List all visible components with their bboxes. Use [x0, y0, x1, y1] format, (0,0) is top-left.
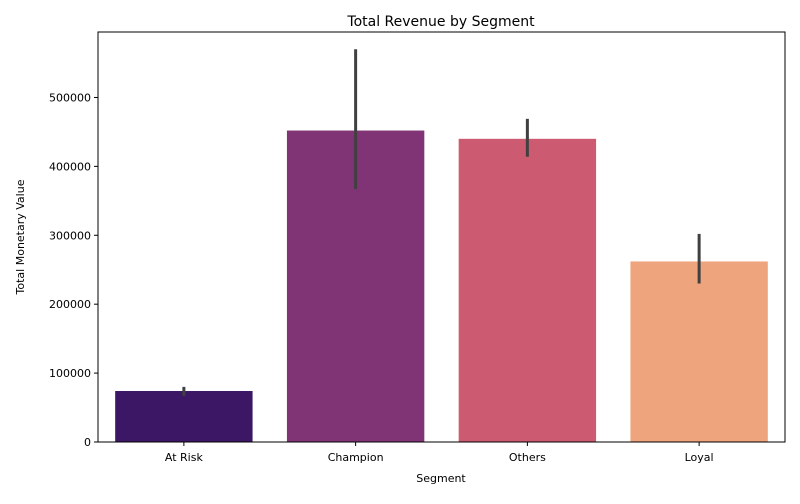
- x-axis-label: Segment: [416, 472, 466, 485]
- bar-loyal: [630, 261, 768, 442]
- plot-area: At Risk Champion Others Loyal 0 100000 200000 3…: [49, 31, 786, 464]
- y-tick-label: 100000: [49, 367, 91, 380]
- x-tick-label: Others: [509, 451, 546, 464]
- x-tick-label: At Risk: [165, 451, 204, 464]
- y-tick-label: 300000: [49, 229, 91, 242]
- bar-others: [458, 138, 597, 443]
- x-tick-label: Loyal: [685, 451, 714, 464]
- y-tick-label: 0: [84, 436, 91, 449]
- chart-title: Total Revenue by Segment: [346, 14, 535, 30]
- y-tick-label: 500000: [49, 91, 91, 104]
- plot-frame: [97, 31, 786, 443]
- bar-at-risk: [115, 391, 253, 442]
- y-tick-label: 200000: [49, 298, 91, 311]
- y-tick-label: 400000: [49, 160, 91, 173]
- y-axis-label: Total Monetary Value: [14, 179, 27, 295]
- x-tick-label: Champion: [328, 451, 384, 464]
